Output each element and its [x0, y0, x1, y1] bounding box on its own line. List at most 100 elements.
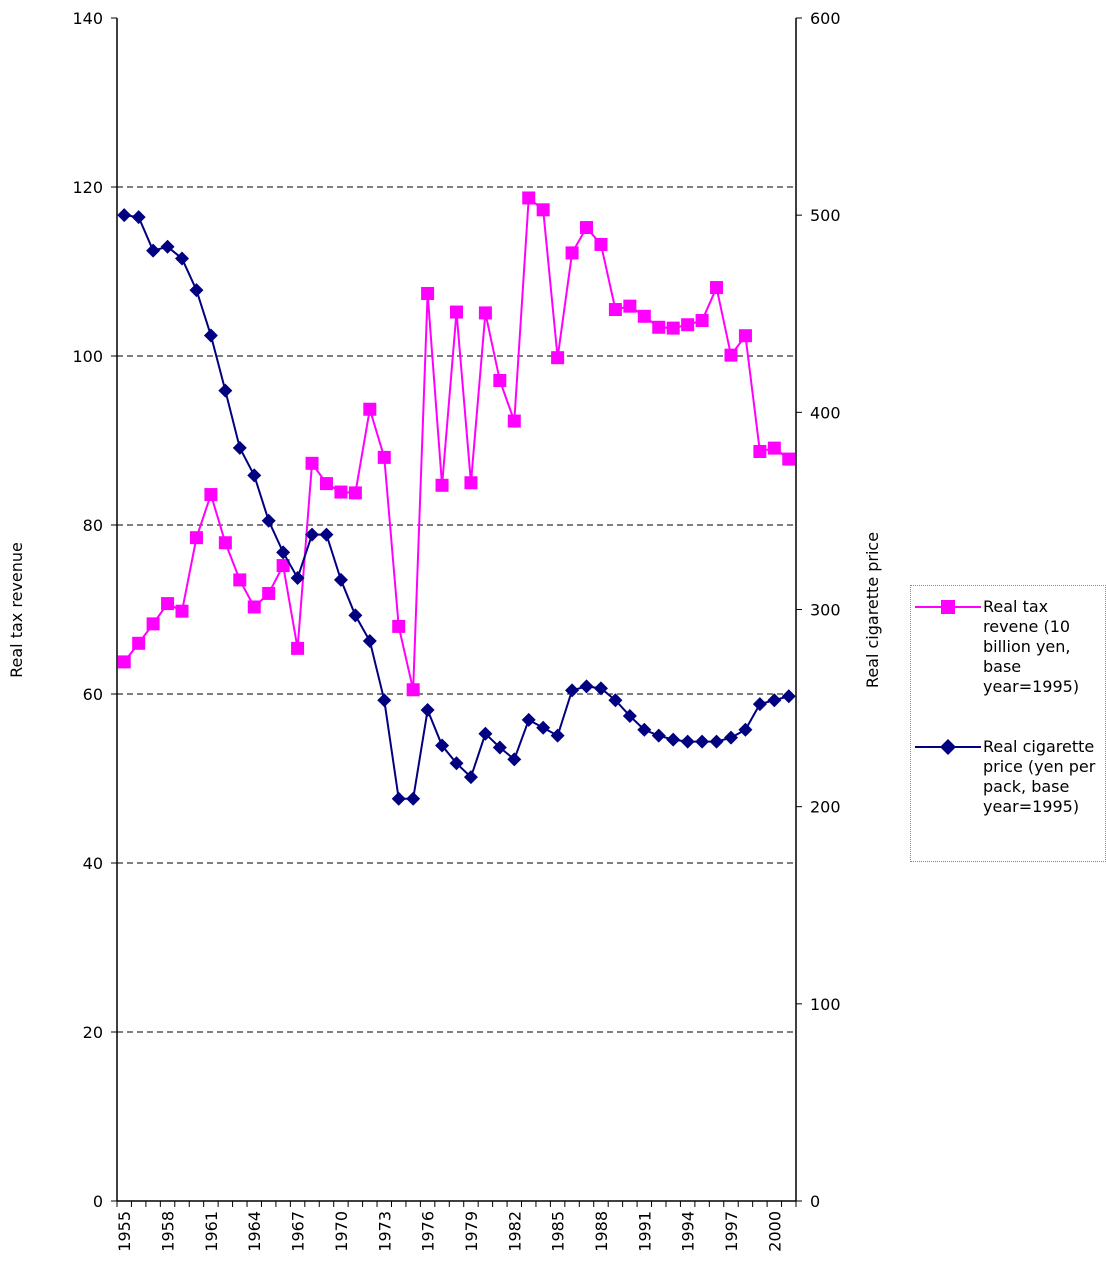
left-y-tick-label: 80 — [83, 516, 103, 535]
data-point-diamond — [463, 770, 478, 785]
x-tick-label: 1964 — [245, 1211, 264, 1252]
data-point-diamond — [492, 740, 507, 755]
data-point-square — [666, 321, 680, 335]
right-y-axis-ticks: 0 100 200 300 400 500 600 — [796, 9, 841, 1211]
data-point-square — [738, 329, 752, 343]
data-point-diamond — [565, 683, 580, 698]
data-point-diamond — [435, 738, 450, 753]
data-point-diamond — [593, 681, 608, 696]
data-point-square — [262, 586, 276, 600]
data-point-diamond — [247, 468, 262, 483]
data-point-square — [363, 402, 377, 416]
data-point-square — [233, 573, 247, 587]
x-tick-label: 2000 — [765, 1211, 784, 1252]
right-y-tick-label: 100 — [810, 995, 841, 1014]
data-point-square — [189, 531, 203, 545]
data-point-square — [421, 286, 435, 300]
data-point-square — [464, 476, 478, 490]
x-axis-ticks: 1955 1958 1961 1964 1967 1970 1973 1976 1979 1982… — [115, 1201, 797, 1252]
data-point-square — [536, 203, 550, 217]
data-point-diamond — [666, 732, 681, 747]
x-tick-label: 1985 — [549, 1211, 568, 1252]
data-point-diamond — [175, 251, 190, 266]
data-point-diamond — [478, 726, 493, 741]
legend-swatch-square-icon — [915, 600, 981, 614]
data-point-square — [637, 309, 651, 323]
data-point-diamond — [131, 210, 146, 225]
series-tax-revenue — [117, 191, 796, 697]
data-point-diamond — [521, 712, 536, 727]
legend: Real tax revene (10 billion yen, base ye… — [910, 585, 1106, 862]
x-tick-label: 1988 — [592, 1211, 611, 1252]
right-y-tick-label: 600 — [810, 9, 841, 28]
data-point-square — [493, 374, 507, 388]
data-point-diamond — [406, 791, 421, 806]
data-point-square — [450, 305, 463, 319]
data-point-diamond — [550, 728, 565, 743]
data-point-diamond — [261, 513, 276, 528]
data-point-diamond — [637, 722, 652, 737]
data-point-square — [724, 348, 738, 362]
data-point-diamond — [579, 679, 594, 694]
x-tick-label: 1967 — [289, 1211, 308, 1252]
x-tick-label: 1973 — [375, 1211, 394, 1252]
data-point-diamond — [449, 756, 464, 771]
x-tick-label: 1994 — [679, 1211, 698, 1252]
left-y-tick-label: 140 — [72, 9, 103, 28]
series-line — [123, 195, 790, 690]
left-y-tick-label: 100 — [72, 347, 103, 366]
series-line — [124, 214, 790, 800]
data-point-square — [392, 619, 406, 633]
data-point-diamond — [362, 634, 377, 649]
right-y-tick-label: 500 — [810, 206, 841, 225]
data-point-square — [507, 414, 521, 428]
data-point-square — [594, 237, 608, 251]
data-point-diamond — [276, 545, 291, 560]
x-tick-label: 1970 — [332, 1211, 351, 1252]
data-point-diamond — [651, 728, 666, 743]
data-point-square — [276, 559, 290, 573]
data-point-diamond — [536, 720, 551, 735]
data-point-diamond — [333, 572, 348, 587]
data-point-diamond — [348, 608, 363, 623]
data-point-square — [580, 221, 594, 235]
data-point-diamond — [319, 527, 334, 542]
x-tick-label: 1982 — [505, 1211, 524, 1252]
data-point-square — [406, 683, 420, 697]
data-point-diamond — [203, 328, 218, 343]
data-point-square — [608, 303, 622, 317]
left-y-axis-ticks: 0 20 40 60 80 100 120 140 — [72, 9, 117, 1211]
data-point-square — [681, 318, 695, 332]
data-point-square — [334, 485, 348, 499]
x-tick-label: 1955 — [115, 1211, 134, 1252]
right-y-tick-label: 300 — [810, 601, 841, 620]
data-point-square — [161, 597, 175, 611]
x-tick-label: 1976 — [419, 1211, 438, 1252]
left-y-axis-title: Real tax revenue — [7, 542, 26, 678]
data-point-square — [565, 246, 579, 260]
data-point-square — [551, 351, 565, 365]
data-point-diamond — [781, 689, 796, 704]
data-point-square — [478, 306, 492, 320]
data-point-square — [377, 450, 391, 464]
x-tick-label: 1961 — [202, 1211, 221, 1252]
x-tick-label: 1997 — [722, 1211, 741, 1252]
data-point-diamond — [752, 697, 767, 712]
x-tick-label: 1979 — [462, 1211, 481, 1252]
data-point-diamond — [232, 440, 247, 455]
data-point-diamond — [709, 734, 724, 749]
right-y-tick-label: 0 — [810, 1192, 820, 1211]
data-point-diamond — [377, 693, 392, 708]
data-point-diamond — [680, 734, 695, 749]
data-point-diamond — [146, 243, 161, 258]
data-point-diamond — [290, 570, 305, 585]
data-point-diamond — [695, 734, 710, 749]
data-point-diamond — [160, 239, 175, 254]
legend-label-tax-revenue: Real tax revene (10 billion yen, base ye… — [983, 597, 1080, 696]
data-point-square — [247, 600, 261, 614]
data-point-diamond — [218, 383, 233, 398]
data-point-diamond — [608, 693, 623, 708]
data-point-square — [522, 191, 536, 205]
data-point-square — [652, 320, 666, 334]
